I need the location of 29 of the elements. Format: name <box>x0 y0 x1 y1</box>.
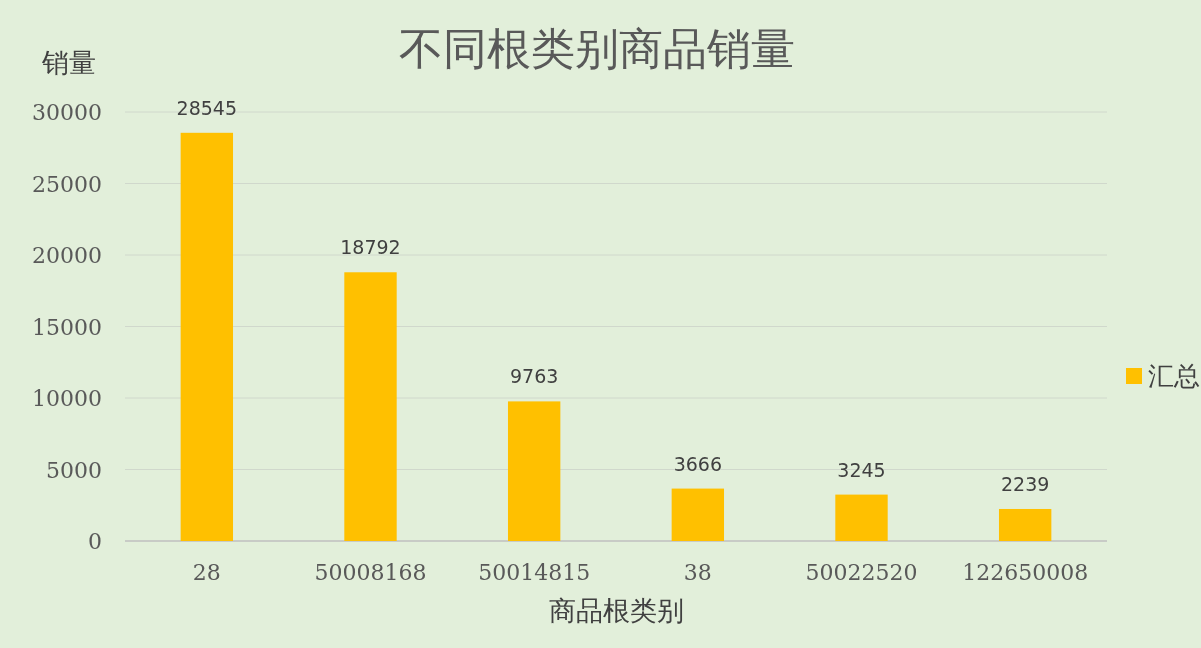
x-tick-label: 122650008 <box>962 560 1089 585</box>
bar <box>671 488 725 541</box>
x-tick-label: 50008168 <box>314 560 427 585</box>
data-label: 2239 <box>1000 472 1050 495</box>
bar <box>344 272 397 541</box>
x-tick-label: 50014815 <box>478 560 591 585</box>
x-tick-label: 28 <box>192 560 221 585</box>
legend-label: 汇总 <box>1148 361 1200 391</box>
data-label: 3666 <box>673 452 723 475</box>
y-tick-label: 0 <box>88 529 102 554</box>
data-label: 18792 <box>340 236 401 259</box>
data-label: 9763 <box>509 365 559 388</box>
y-tick-label: 5000 <box>46 457 102 483</box>
bar <box>507 401 561 541</box>
y-tick-label: 20000 <box>32 243 102 268</box>
x-tick-label: 38 <box>683 560 712 585</box>
y-tick-label: 15000 <box>32 314 102 340</box>
data-label: 28545 <box>176 96 238 119</box>
y-axis-title: 销量 <box>41 47 96 78</box>
data-label: 3245 <box>837 458 886 481</box>
bar <box>998 508 1052 541</box>
x-axis-title: 商品根类别 <box>548 595 684 626</box>
x-tick-label: 50022520 <box>805 560 918 585</box>
y-tick-label: 10000 <box>32 386 102 411</box>
chart-title: 不同根类别商品销量 <box>399 23 795 74</box>
bar <box>835 494 888 541</box>
y-tick-label: 25000 <box>32 171 102 197</box>
bar <box>180 132 234 541</box>
y-tick-label: 30000 <box>32 100 102 125</box>
